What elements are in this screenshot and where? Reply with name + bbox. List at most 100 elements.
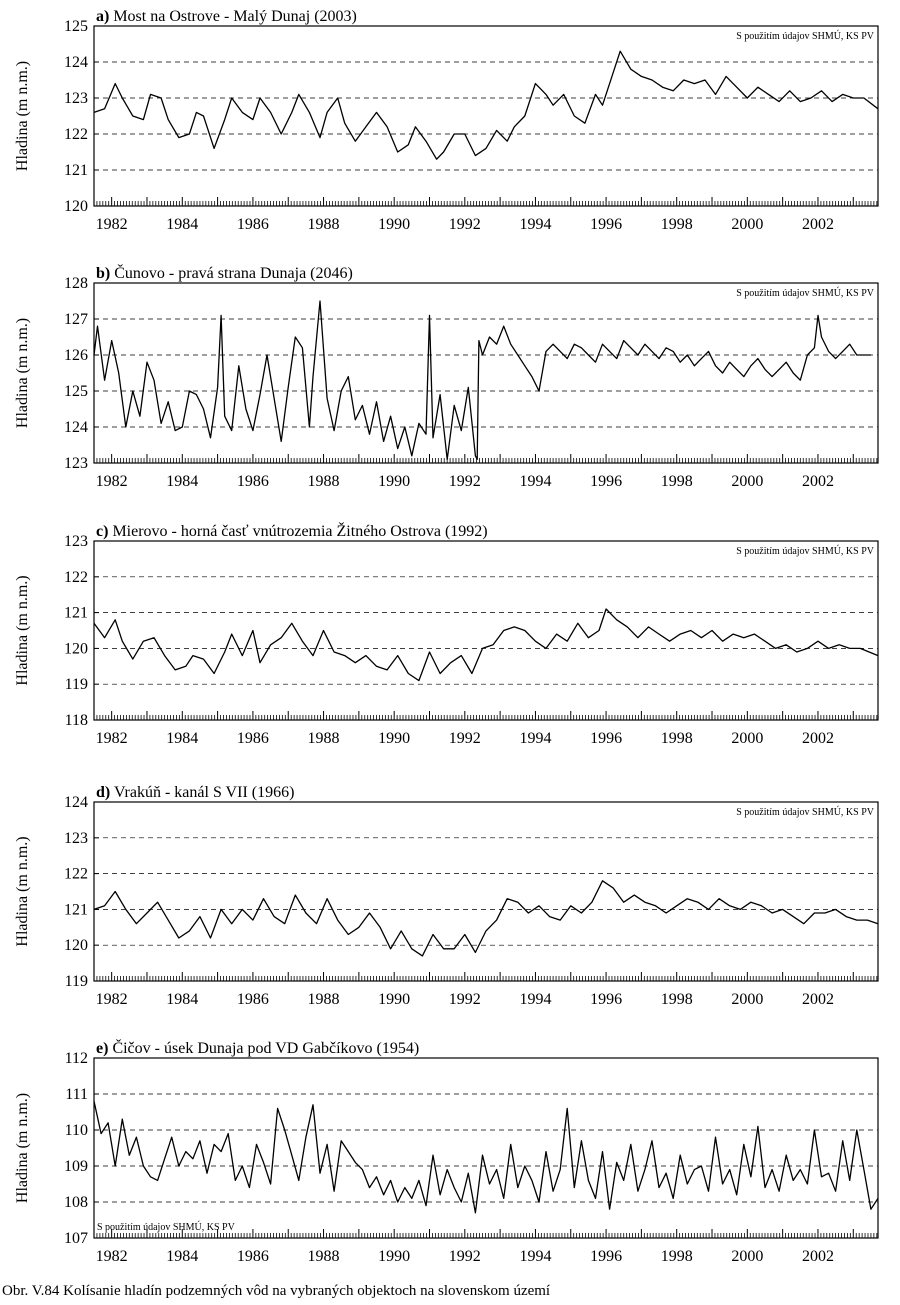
x-tick-label: 1998 xyxy=(661,216,693,233)
y-tick-label: 127 xyxy=(64,311,88,328)
x-tick-label: 1984 xyxy=(166,473,198,490)
panel-letter: a) xyxy=(96,8,109,25)
y-tick-label: 120 xyxy=(64,640,88,657)
plot-frame xyxy=(93,801,879,982)
x-tick-label: 1994 xyxy=(519,730,551,747)
panel-title-text: Vrakúň - kanál S VII (1966) xyxy=(110,784,294,801)
x-tick-label: 2002 xyxy=(802,216,834,233)
x-tick-label: 1982 xyxy=(96,991,128,1008)
y-tick-label: 118 xyxy=(65,712,88,729)
x-tick-label: 1996 xyxy=(590,473,622,490)
y-tick-label: 119 xyxy=(65,973,88,990)
x-tick-label: 1998 xyxy=(661,991,693,1008)
y-tick-label: 122 xyxy=(64,126,88,143)
x-tick-label: 1988 xyxy=(308,991,340,1008)
panel-title-text: Mierovo - horná časť vnútrozemia Žitného… xyxy=(108,521,487,540)
x-tick-label: 1984 xyxy=(166,1248,198,1265)
chart-panel-3: 118 119 120 121 122 123 1982 1984 1986 1988 1990 19… xyxy=(14,521,879,747)
y-tick-label: 123 xyxy=(64,455,88,472)
y-axis-label: Hladina (m n.m.) xyxy=(14,61,31,171)
x-tick-label: 1990 xyxy=(378,473,410,490)
y-tick-label: 108 xyxy=(64,1194,88,1211)
x-tick-label: 1992 xyxy=(449,216,481,233)
y-tick-label: 124 xyxy=(64,419,88,436)
x-tick-label: 1992 xyxy=(449,1248,481,1265)
y-axis-label: Hladina (m n.m.) xyxy=(14,836,31,946)
chart-title: a) Most na Ostrove - Malý Dunaj (2003) xyxy=(96,8,357,25)
x-tick-label: 1988 xyxy=(308,1248,340,1265)
y-tick-label: 122 xyxy=(64,569,88,586)
chart-title: e) Čičov - úsek Dunaja pod VD Gabčíkovo … xyxy=(96,1038,419,1057)
y-tick-label: 109 xyxy=(64,1158,88,1175)
y-tick-label: 110 xyxy=(65,1122,88,1139)
y-tick-label: 123 xyxy=(64,533,88,550)
x-tick-label: 1998 xyxy=(661,473,693,490)
panel-letter: b) xyxy=(96,265,110,282)
x-tick-label: 1994 xyxy=(519,216,551,233)
y-tick-label: 121 xyxy=(64,162,88,179)
x-tick-label: 1982 xyxy=(96,730,128,747)
x-tick-label: 1990 xyxy=(378,216,410,233)
figure-caption: Obr. V.84 Kolísanie hladín podzemných vô… xyxy=(2,1283,551,1299)
x-tick-label: 2002 xyxy=(802,991,834,1008)
panel-letter: e) xyxy=(96,1040,108,1057)
y-tick-label: 126 xyxy=(64,347,88,364)
x-tick-label: 2000 xyxy=(731,991,763,1008)
y-tick-label: 121 xyxy=(64,605,88,622)
data-series-line xyxy=(93,50,879,160)
x-tick-label: 1984 xyxy=(166,730,198,747)
x-tick-label: 1990 xyxy=(378,1248,410,1265)
y-axis-label: Hladina (m n.m.) xyxy=(14,575,31,685)
source-note: S použitím údajov SHMÚ, KS PV xyxy=(97,1221,236,1233)
panel-title-text: Čičov - úsek Dunaja pod VD Gabčíkovo (19… xyxy=(108,1038,419,1057)
y-axis-label: Hladina (m n.m.) xyxy=(14,1093,31,1203)
x-tick-label: 1988 xyxy=(308,473,340,490)
data-series-line xyxy=(93,608,879,682)
x-tick-label: 1996 xyxy=(590,216,622,233)
chart-panel-4: 119 120 121 122 123 124 1982 1984 1986 1988 1990 19… xyxy=(14,784,879,1008)
x-tick-label: 1990 xyxy=(378,991,410,1008)
plot-frame xyxy=(93,1057,879,1239)
y-tick-label: 125 xyxy=(64,383,88,400)
y-tick-label: 120 xyxy=(64,937,88,954)
x-tick-label: 1992 xyxy=(449,473,481,490)
y-axis-label: Hladina (m n.m.) xyxy=(14,318,31,428)
y-tick-label: 128 xyxy=(64,275,88,292)
x-tick-label: 1994 xyxy=(519,473,551,490)
chart-panel-2: 123 124 125 126 127 128 1982 1984 1986 1988 1990 19… xyxy=(14,263,879,490)
data-series-line xyxy=(93,1101,879,1214)
y-tick-label: 107 xyxy=(64,1230,88,1247)
x-tick-label: 1986 xyxy=(237,991,269,1008)
y-tick-label: 119 xyxy=(65,676,88,693)
x-tick-label: 1986 xyxy=(237,473,269,490)
y-tick-label: 122 xyxy=(64,866,88,883)
x-tick-label: 2000 xyxy=(731,730,763,747)
panel-letter: d) xyxy=(96,784,110,801)
x-tick-label: 1996 xyxy=(590,1248,622,1265)
plot-frame xyxy=(93,282,879,464)
panel-letter: c) xyxy=(96,523,108,540)
y-tick-label: 120 xyxy=(64,198,88,215)
source-note: S použitím údajov SHMÚ, KS PV xyxy=(736,545,875,557)
data-series-line xyxy=(93,880,879,957)
x-tick-label: 1986 xyxy=(237,216,269,233)
x-tick-label: 1982 xyxy=(96,473,128,490)
x-tick-label: 1988 xyxy=(308,216,340,233)
x-tick-label: 1992 xyxy=(449,730,481,747)
y-tick-label: 123 xyxy=(64,830,88,847)
x-tick-label: 1982 xyxy=(96,1248,128,1265)
chart-panel-1: 120 121 122 123 124 125 1982 1984 1986 1988 1990 19… xyxy=(14,8,879,233)
x-tick-label: 1984 xyxy=(166,991,198,1008)
x-tick-label: 1994 xyxy=(519,991,551,1008)
chart-title: d) Vrakúň - kanál S VII (1966) xyxy=(96,784,294,801)
panel-title-text: Čunovo - pravá strana Dunaja (2046) xyxy=(110,263,353,282)
plot-frame xyxy=(93,25,879,207)
y-tick-label: 124 xyxy=(64,794,88,811)
x-tick-label: 2002 xyxy=(802,1248,834,1265)
x-tick-label: 2002 xyxy=(802,473,834,490)
source-note: S použitím údajov SHMÚ, KS PV xyxy=(736,287,875,299)
x-tick-label: 1992 xyxy=(449,991,481,1008)
x-tick-label: 2000 xyxy=(731,216,763,233)
x-tick-label: 1998 xyxy=(661,730,693,747)
